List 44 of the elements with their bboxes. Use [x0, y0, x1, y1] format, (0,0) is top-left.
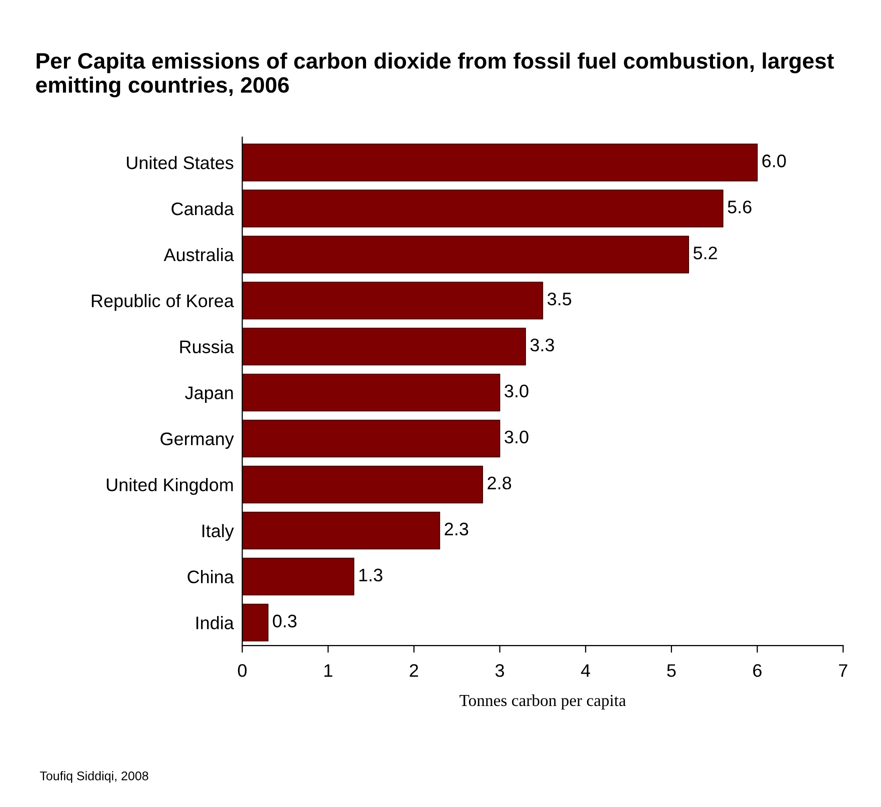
data-label: 5.6	[728, 200, 752, 214]
y-tick-label: Italy	[202, 524, 234, 541]
bar	[242, 558, 354, 596]
bar	[242, 236, 690, 274]
bar	[242, 328, 526, 366]
data-label: 2.8	[488, 476, 512, 490]
y-tick-label: Republic of Korea	[92, 294, 234, 311]
y-tick-label: Japan	[185, 386, 233, 403]
data-label: 2.3	[444, 522, 468, 536]
y-tick-label: Australia	[164, 248, 234, 262]
data-label: 6.0	[762, 154, 786, 168]
y-tick-label: Canada	[172, 202, 234, 216]
text: Toufiq Siddiqi, 2008	[40, 771, 148, 783]
x-tick-label: 3	[495, 664, 504, 677]
x-tick-label: 5	[667, 664, 676, 677]
data-label: 1.3	[359, 568, 382, 582]
y-tick-label: United Kingdom	[106, 478, 233, 495]
y-tick-label: China	[188, 570, 234, 584]
data-label: 5.2	[694, 246, 717, 260]
x-tick-label: 0	[238, 664, 247, 677]
y-tick-label: Russia	[180, 340, 234, 354]
bar	[242, 144, 758, 182]
data-label: 3.0	[504, 384, 528, 398]
y-tick-label: United States	[126, 156, 234, 170]
bar	[242, 190, 724, 228]
x-tick-label: 2	[410, 664, 418, 677]
data-label: 3.5	[548, 292, 572, 306]
bar	[242, 604, 268, 642]
bar	[242, 512, 440, 550]
bar	[242, 420, 500, 458]
chart-title: Per Capita emissions of carbon dioxide from fossil fuel combustion, largest emitting countries, 2006	[36, 52, 834, 98]
data-label: 3.0	[504, 430, 528, 444]
bar	[242, 466, 484, 504]
y-tick-label: Germany	[160, 432, 234, 449]
data-label: 3.3	[530, 338, 554, 352]
y-tick-label: India	[196, 616, 234, 630]
bar	[242, 282, 544, 320]
x-tick-label: 1	[324, 664, 332, 677]
data-label: 0.3	[272, 614, 296, 628]
x-tick-label: 7	[839, 664, 848, 677]
x-axis-title: Tonnes carbon per capita	[460, 694, 626, 710]
x-tick-label: 4	[581, 664, 590, 677]
bar	[242, 374, 500, 412]
x-tick-label: 6	[753, 664, 762, 677]
